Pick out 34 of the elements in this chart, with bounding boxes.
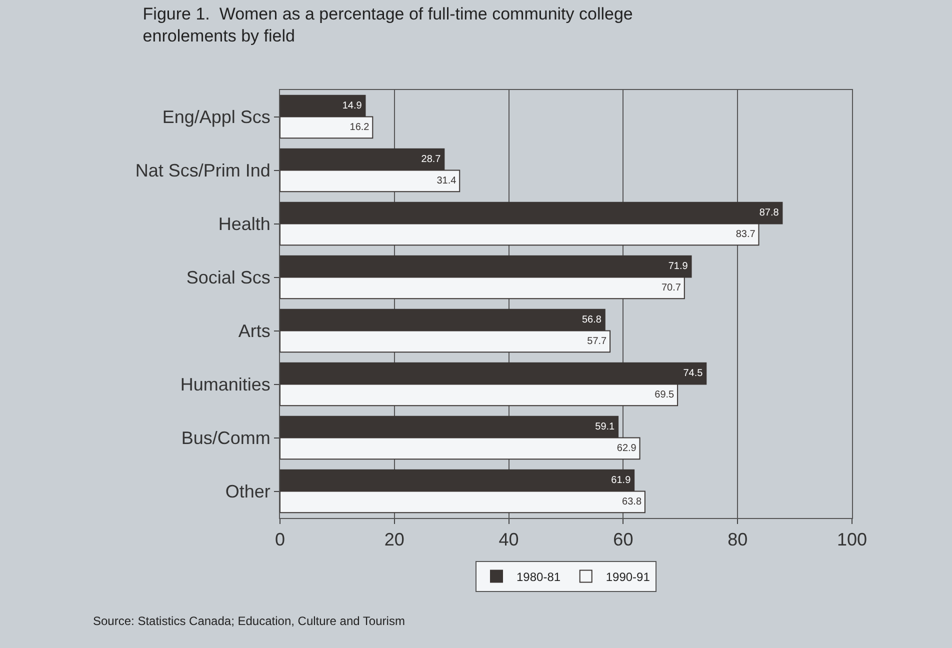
data-label: 63.8 [622,496,642,508]
data-label: 69.5 [654,389,675,400]
legend-label: 1980-81 [516,570,561,584]
data-label: 14.9 [342,100,362,112]
y-tick-label: Social Scs [186,268,270,288]
data-label: 70.7 [662,282,682,294]
x-tick-label: 100 [836,530,868,550]
data-label: 71.9 [668,261,688,272]
source-note: Source: Statistics Canada; Education, Culture and Tourism [93,614,405,628]
data-label: 16.2 [350,122,370,133]
data-label: 56.8 [582,314,602,326]
data-label: 62.9 [616,442,637,454]
y-tick-label: Health [218,214,270,234]
data-label: 59.1 [595,422,616,433]
x-tick-label: 40 [498,530,519,550]
x-tick-label: 80 [728,530,748,550]
y-tick-label: Arts [238,321,270,342]
legend-label: 1990-91 [606,570,650,584]
data-label: 83.7 [736,228,756,240]
data-label: 87.8 [759,208,780,219]
y-tick-label: Eng/Appl Scs [162,107,270,128]
x-tick-label: 20 [384,530,404,550]
data-label: 28.7 [421,154,442,166]
y-tick-label: Other [225,482,270,502]
data-label: 61.9 [611,475,632,486]
data-label: 74.5 [683,368,704,380]
data-label: 31.4 [436,175,457,186]
x-tick-label: 0 [274,530,286,550]
data-label: 57.7 [587,336,608,347]
x-tick-label: 60 [613,530,634,550]
y-tick-label: Humanities [180,374,270,395]
y-tick-label: Nat Scs/Prim Ind [135,160,270,181]
y-tick-label: Bus/Comm [181,428,270,448]
chart-title: Figure 1. Women as a percentage of full-time community college enrolements by field [142,4,633,46]
